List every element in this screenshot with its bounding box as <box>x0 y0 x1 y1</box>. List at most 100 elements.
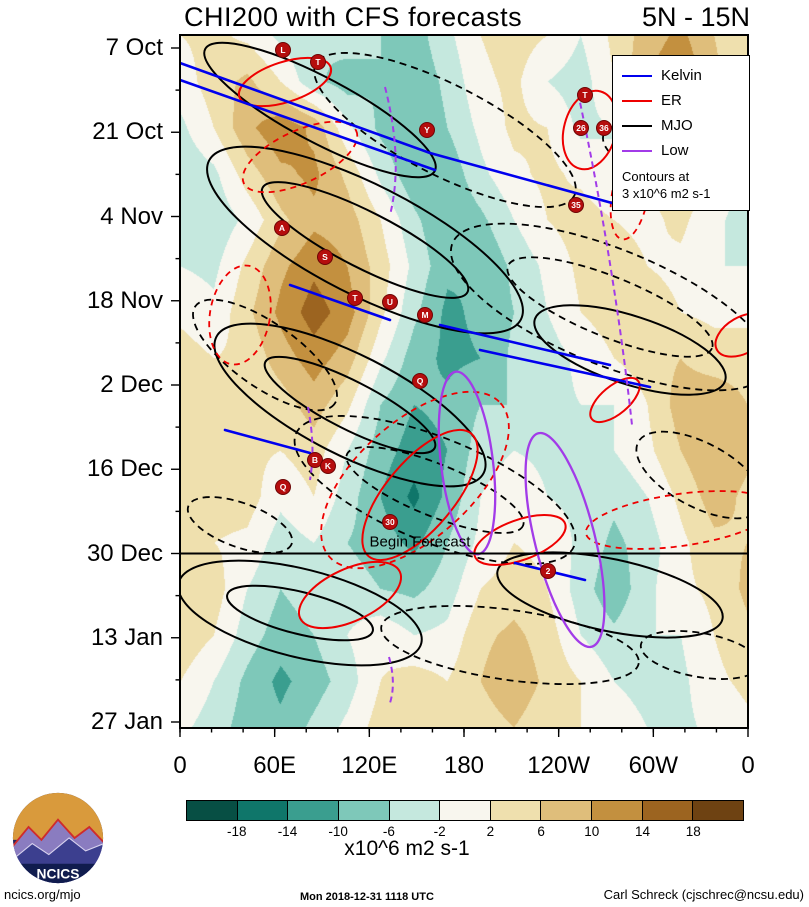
legend-line-swatch <box>622 74 652 77</box>
contour-note-line1: Contours at <box>622 169 690 184</box>
colorbar-tick: 18 <box>685 824 701 839</box>
low-contour-negative <box>384 86 397 216</box>
y-tick-label: 30 Dec <box>86 539 163 567</box>
cyclone-marker: L <box>275 42 291 58</box>
y-tick-label: 13 Jan <box>90 623 163 651</box>
svg-text:30: 30 <box>385 517 395 527</box>
colorbar-tick: 14 <box>635 824 651 839</box>
kelvin-wave-line <box>288 283 392 322</box>
colorbar-tick: -14 <box>277 824 298 839</box>
low-contour-negative <box>388 656 394 704</box>
legend-item-low: Low <box>622 138 740 163</box>
mjo-contour-positive <box>206 145 524 335</box>
mjo-contour-positive <box>260 181 470 299</box>
mjo-contour-negative <box>380 605 640 685</box>
x-tick-label: 120E <box>341 752 398 779</box>
cyclone-marker: K <box>320 458 336 474</box>
er-contour-positive <box>361 428 479 562</box>
hovmoller-plot: Begin Forecast L T Y T 26 36 35 A S T U M Q B K Q 30 2 <box>171 34 749 737</box>
svg-text:T: T <box>352 293 358 303</box>
cyclone-marker: 30 <box>382 514 398 530</box>
legend-label: Low <box>661 142 689 159</box>
er-contour-positive <box>297 560 403 630</box>
cyclone-marker: B <box>307 452 323 468</box>
cyclone-marker: T <box>347 290 363 306</box>
legend-item-kelvin: Kelvin <box>622 63 740 88</box>
colorbar-segment <box>489 801 541 820</box>
cyclone-marker: Q <box>412 373 428 389</box>
colorbar <box>186 800 744 821</box>
cyclone-marker: T <box>310 54 326 70</box>
contour-overlay: Begin Forecast L T Y T 26 36 35 A S T U M Q BK Q 30 2 <box>171 34 749 737</box>
colorbar-segment <box>591 801 642 820</box>
axis-ticks <box>171 47 749 737</box>
x-tick-label: 0 <box>173 752 187 779</box>
x-tick-label: 0 <box>741 752 755 779</box>
cyclone-marker: A <box>274 220 290 236</box>
footer-credit: Carl Schreck (cjschrec@ncsu.edu) <box>603 887 804 902</box>
colorbar-segment <box>692 801 744 820</box>
mjo-contour-negative <box>506 256 714 358</box>
svg-text:T: T <box>315 57 321 67</box>
mjo-contour-negative <box>639 630 748 680</box>
kelvin-wave-line <box>438 323 612 367</box>
mjo-contour-negative <box>313 52 577 208</box>
y-tick-label: 21 Oct <box>92 118 163 146</box>
colorbar-tick: 2 <box>486 824 495 839</box>
contour-note-line2: 3 x10^6 m2 s-1 <box>622 186 711 201</box>
cyclone-marker: S <box>317 249 333 265</box>
svg-text:T: T <box>582 90 588 100</box>
low-contour-negative <box>307 406 314 481</box>
mjo-contour-negative <box>449 222 748 392</box>
cyclone-marker: 26 <box>573 120 589 136</box>
svg-text:S: S <box>322 252 328 262</box>
footer-url: ncics.org/mjo <box>4 887 81 902</box>
er-contour-positive <box>237 56 333 108</box>
legend-label: MJO <box>661 117 693 134</box>
colorbar-segment <box>388 801 440 820</box>
cyclone-marker: 2 <box>540 563 556 579</box>
er-contour-positive <box>473 514 567 566</box>
svg-text:Q: Q <box>417 376 424 386</box>
cyclone-marker: 35 <box>568 197 584 213</box>
footer-timestamp: Mon 2018-12-31 1118 UTC <box>300 891 434 903</box>
cyclone-marker: 36 <box>596 120 612 136</box>
y-tick-label: 7 Oct <box>105 34 163 61</box>
chart-title: CHI200 with CFS forecasts <box>184 2 523 32</box>
cyclone-marker: M <box>417 307 433 323</box>
svg-text:U: U <box>387 297 393 307</box>
cyclone-marker: U <box>382 294 398 310</box>
colorbar-segment <box>287 801 338 820</box>
colorbar-tick: 6 <box>537 824 545 839</box>
svg-text:36: 36 <box>599 123 609 133</box>
svg-text:Y: Y <box>424 125 430 135</box>
mjo-contour-positive <box>203 41 437 179</box>
colorbar-segment <box>540 801 592 820</box>
svg-text:Q: Q <box>280 482 287 492</box>
low-contour-positive <box>524 431 606 649</box>
mjo-contour-negative <box>192 298 338 412</box>
legend-item-er: ER <box>622 88 740 113</box>
legend-line-swatch <box>622 149 652 152</box>
svg-text:35: 35 <box>571 200 581 210</box>
kelvin-wave-line <box>428 151 614 205</box>
mjo-contour-positive <box>180 559 423 667</box>
mjo-contour-negative <box>345 446 525 534</box>
mjo-contour-positive <box>533 304 727 396</box>
begin-forecast-label: Begin Forecast <box>370 534 472 551</box>
er-contour-negative <box>208 264 272 366</box>
y-tick-label: 4 Nov <box>100 202 163 230</box>
cyclone-marker: T <box>577 87 593 103</box>
legend-item-mjo: MJO <box>622 113 740 138</box>
colorbar-tick: -18 <box>226 824 247 839</box>
legend-label: ER <box>661 92 682 109</box>
ncics-logo-graphic: NCICS <box>12 792 104 884</box>
er-contour-negative <box>320 390 510 570</box>
svg-text:2: 2 <box>546 566 551 576</box>
svg-text:M: M <box>421 310 428 320</box>
svg-text:B: B <box>312 455 318 465</box>
legend-label: Kelvin <box>661 67 702 84</box>
x-tick-label: 60E <box>253 752 296 779</box>
kelvin-wave-line <box>478 348 652 389</box>
contour-interval-note: Contours at 3 x10^6 m2 s-1 <box>622 168 740 202</box>
